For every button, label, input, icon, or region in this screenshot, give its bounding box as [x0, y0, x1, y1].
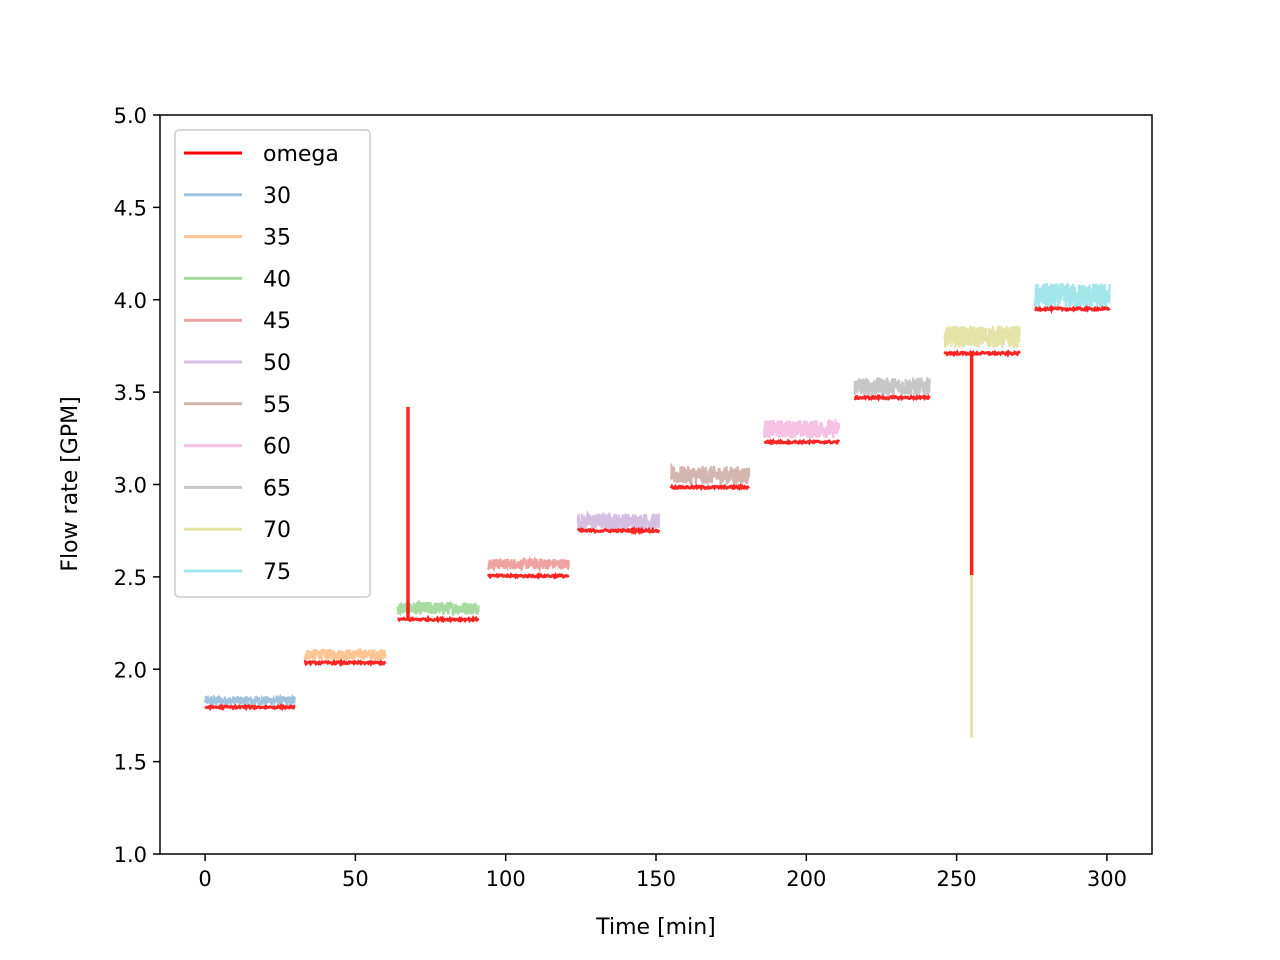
- series-50-line: [576, 509, 661, 533]
- legend-label-65: 65: [263, 476, 291, 501]
- y-tick-label: 4.5: [114, 196, 147, 220]
- x-tick-label: 250: [937, 867, 977, 891]
- legend-box: [174, 129, 371, 598]
- omega-segment: [669, 483, 750, 492]
- omega-segment: [763, 438, 841, 446]
- x-tick-label: 50: [342, 867, 369, 891]
- x-tick-label: 200: [786, 867, 826, 891]
- series-40-line: [396, 599, 480, 617]
- series-30: [204, 693, 297, 707]
- legend-label-70: 70: [263, 518, 291, 543]
- x-axis-title: Time [min]: [595, 915, 716, 940]
- legend-label-30: 30: [263, 184, 291, 209]
- y-tick-label: 4.0: [114, 289, 147, 313]
- legend-label-60: 60: [263, 435, 291, 460]
- series-65: [853, 376, 931, 399]
- y-tick-label: 5.0: [114, 104, 147, 128]
- y-axis-title: Flow rate [GPM]: [58, 396, 83, 571]
- omega-segment: [576, 526, 661, 536]
- y-tick-label: 1.0: [114, 843, 147, 867]
- legend-label-50: 50: [263, 351, 291, 376]
- omega-segment: [1033, 304, 1111, 314]
- omega-segment: [943, 349, 1021, 358]
- y-tick-label: 3.0: [114, 474, 147, 498]
- series-55-line: [669, 462, 751, 487]
- omega-segment: [486, 571, 570, 580]
- legend-label-45: 45: [263, 309, 291, 334]
- x-tick-label: 300: [1087, 867, 1127, 891]
- series-35: [303, 648, 387, 664]
- legend-label-omega: omega: [263, 142, 339, 167]
- x-tick-label: 0: [198, 867, 211, 891]
- legend: omega 30 35 40 45 50 55 60 65 70 75: [174, 129, 371, 598]
- legend-label-55: 55: [263, 393, 291, 418]
- series-35-line: [303, 648, 387, 664]
- x-tick-label: 100: [486, 867, 526, 891]
- y-tick-label: 1.5: [114, 751, 147, 775]
- x-tick-label: 150: [636, 867, 676, 891]
- y-tick-label: 2.5: [114, 566, 147, 590]
- legend-label-75: 75: [263, 560, 291, 585]
- series-50: [576, 509, 661, 533]
- series-75-line: [1033, 282, 1111, 309]
- series-75: [1033, 282, 1111, 309]
- series-30-line: [204, 693, 297, 707]
- omega-segment: [303, 658, 387, 668]
- y-tick-label: 3.5: [114, 381, 147, 405]
- series-60: [763, 417, 841, 440]
- series-45: [487, 555, 570, 574]
- series-omega: [204, 304, 1111, 712]
- y-tick-label: 2.0: [114, 658, 147, 682]
- series-55: [669, 462, 751, 487]
- series-40: [396, 599, 480, 617]
- legend-label-40: 40: [263, 267, 291, 292]
- series-60-line: [763, 417, 841, 440]
- omega-segment: [204, 703, 296, 712]
- omega-segment: [853, 393, 931, 402]
- series-45-line: [487, 555, 570, 574]
- omega-segment: [397, 614, 480, 624]
- series-65-line: [853, 376, 931, 399]
- series-70-line: [943, 325, 1021, 350]
- legend-label-35: 35: [263, 226, 291, 251]
